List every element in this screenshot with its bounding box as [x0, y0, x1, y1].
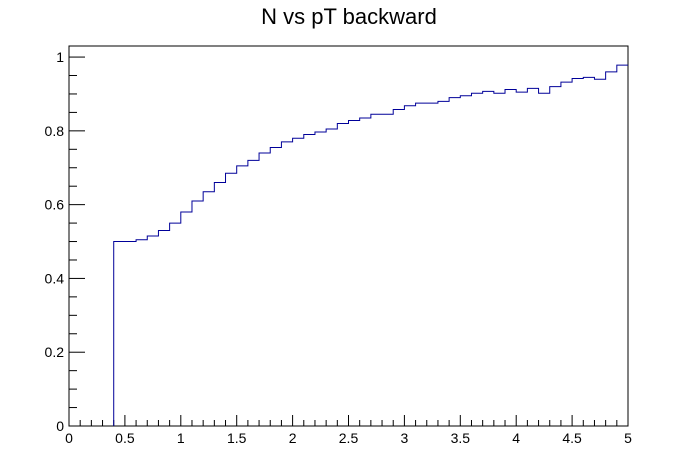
y-tick-label: 0.2	[45, 344, 65, 360]
x-tick-label: 4.5	[562, 430, 582, 446]
y-tick-label: 0.8	[45, 123, 65, 139]
x-tick-label: 1	[177, 430, 185, 446]
y-tick-label: 0.4	[45, 270, 65, 286]
x-tick-label: 2	[289, 430, 297, 446]
y-axis: 0 0.2 0.4 0.6 0.8 1	[45, 49, 85, 434]
x-tick-label: 5	[624, 430, 632, 446]
y-tick-label: 0.6	[45, 197, 65, 213]
x-tick-label: 2.5	[339, 430, 359, 446]
x-tick-label: 3.5	[451, 430, 471, 446]
x-tick-label: 4	[512, 430, 520, 446]
x-axis: 0 0.5 1 1.5 2 2.5 3 3.5 4 4.5 5	[65, 415, 632, 446]
x-tick-label: 3	[401, 430, 409, 446]
x-tick-label: 1.5	[227, 430, 247, 446]
x-tick-label: 0.5	[115, 430, 135, 446]
y-tick-label: 0	[56, 418, 64, 434]
x-tick-label: 0	[65, 430, 73, 446]
y-tick-label: 1	[56, 49, 64, 65]
series-line	[113, 64, 628, 426]
chart-title: N vs pT backward	[261, 4, 437, 29]
